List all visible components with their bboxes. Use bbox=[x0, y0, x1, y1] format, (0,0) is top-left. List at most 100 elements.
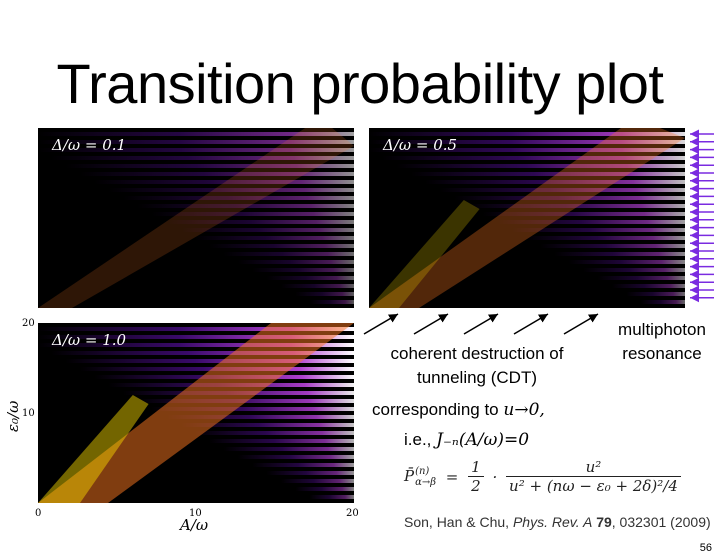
resonance-line bbox=[309, 300, 354, 304]
plot-2-canvas bbox=[369, 128, 685, 308]
resonance-line bbox=[369, 140, 685, 144]
resonance-line bbox=[223, 252, 354, 256]
resonance-line bbox=[237, 455, 354, 459]
resonance-line bbox=[369, 148, 685, 152]
resonance-line bbox=[38, 140, 354, 144]
page-number: 56 bbox=[699, 542, 712, 554]
cdt-line-1: coherent destruction of bbox=[390, 344, 564, 363]
resonance-line bbox=[166, 415, 354, 419]
y-axis-label: ε₀/ω bbox=[4, 400, 22, 432]
resonance-line bbox=[252, 463, 354, 467]
corresponding-line: corresponding to u→0, bbox=[372, 398, 545, 422]
corresponding-text: corresponding to bbox=[372, 400, 499, 419]
resonance-line bbox=[482, 212, 685, 216]
slide-title: Transition probability plot bbox=[56, 52, 664, 115]
cdt-label: coherent destruction of tunneling (CDT) bbox=[362, 342, 592, 390]
diagonal-band bbox=[369, 128, 685, 308]
cdt-arrow bbox=[513, 313, 549, 335]
resonance-line bbox=[180, 423, 354, 427]
resonance-line bbox=[151, 212, 354, 216]
high-probability-region bbox=[38, 395, 149, 503]
resonance-line bbox=[309, 495, 354, 499]
resonance-line bbox=[295, 292, 354, 296]
multiphoton-line-2: resonance bbox=[622, 344, 702, 363]
resonance-line bbox=[369, 132, 685, 136]
resonance-line bbox=[51, 156, 354, 160]
resonance-line bbox=[511, 228, 685, 232]
resonance-line bbox=[194, 431, 354, 435]
x-tick-0: 0 bbox=[35, 508, 42, 519]
resonance-line bbox=[540, 244, 685, 248]
cdt-arrow bbox=[363, 313, 399, 335]
resonance-line bbox=[65, 164, 354, 168]
ie-text: i.e., bbox=[404, 430, 432, 449]
x-tick-20: 20 bbox=[346, 508, 359, 519]
plot-1-canvas bbox=[38, 128, 354, 308]
resonance-line bbox=[223, 447, 354, 451]
resonance-line bbox=[79, 172, 354, 176]
multiphoton-line-1: multiphoton bbox=[618, 320, 706, 339]
resonance-line bbox=[194, 236, 354, 240]
cdt-arrow bbox=[413, 313, 449, 335]
resonance-line bbox=[425, 180, 685, 184]
resonance-line bbox=[108, 188, 354, 192]
resonance-line bbox=[151, 407, 354, 411]
ie-math: J₋ₙ(A/ω)=0 bbox=[436, 430, 530, 450]
citation: Son, Han & Chu, Phys. Rev. A 79, 032301 … bbox=[404, 514, 711, 530]
cdt-arrow bbox=[463, 313, 499, 335]
x-tick-10: 10 bbox=[189, 508, 202, 519]
resonance-line bbox=[38, 335, 354, 339]
resonance-line bbox=[568, 260, 685, 264]
resonance-line bbox=[583, 268, 685, 272]
resonance-line bbox=[439, 188, 685, 192]
cdt-line-2: tunneling (CDT) bbox=[417, 368, 537, 387]
plot-3-canvas bbox=[38, 323, 354, 503]
resonance-line bbox=[38, 148, 354, 152]
resonance-line bbox=[266, 276, 354, 280]
corresponding-math: u→0, bbox=[503, 400, 545, 420]
resonance-line bbox=[525, 236, 685, 240]
diagonal-band bbox=[38, 128, 354, 308]
formula-equals: = bbox=[445, 467, 459, 486]
formula-dot: · bbox=[492, 467, 498, 486]
resonance-line bbox=[252, 268, 354, 272]
resonance-line bbox=[266, 471, 354, 475]
plot-2-label: Δ/ω = 0.5 bbox=[383, 136, 458, 154]
resonance-line bbox=[611, 284, 685, 288]
plot-3-label: Δ/ω = 1.0 bbox=[52, 331, 127, 349]
resonance-line bbox=[468, 204, 685, 208]
resonance-line bbox=[166, 220, 354, 224]
resonance-line bbox=[396, 164, 685, 168]
plot-delta-0.1: Δ/ω = 0.1 bbox=[38, 128, 354, 308]
resonance-line bbox=[38, 343, 354, 347]
formula-lhs: P̄ (n) α→β bbox=[404, 465, 437, 488]
plot-delta-1.0: Δ/ω = 1.0 bbox=[38, 323, 354, 503]
resonance-line bbox=[382, 156, 685, 160]
resonance-line bbox=[38, 327, 354, 331]
resonance-line bbox=[122, 196, 354, 200]
resonance-line bbox=[237, 260, 354, 264]
resonance-line bbox=[94, 180, 354, 184]
high-probability-region bbox=[369, 200, 480, 308]
resonance-line bbox=[209, 439, 354, 443]
multiphoton-label: multiphoton resonance bbox=[602, 318, 720, 366]
resonance-line bbox=[626, 292, 685, 296]
plot-delta-0.5: Δ/ω = 0.5 bbox=[369, 128, 685, 308]
resonance-line bbox=[640, 300, 685, 304]
resonance-line bbox=[295, 487, 354, 491]
resonance-line bbox=[137, 204, 354, 208]
resonance-line bbox=[280, 479, 354, 483]
resonance-line bbox=[453, 196, 685, 200]
resonance-line bbox=[51, 351, 354, 355]
resonance-line bbox=[597, 276, 685, 280]
plot-1-label: Δ/ω = 0.1 bbox=[52, 136, 127, 154]
y-tick-10: 10 bbox=[22, 408, 35, 419]
resonance-line bbox=[38, 132, 354, 136]
resonance-line bbox=[554, 252, 685, 256]
resonance-line bbox=[410, 172, 685, 176]
resonance-line bbox=[497, 220, 685, 224]
ie-line: i.e., J₋ₙ(A/ω)=0 bbox=[404, 428, 529, 452]
resonance-line bbox=[180, 228, 354, 232]
